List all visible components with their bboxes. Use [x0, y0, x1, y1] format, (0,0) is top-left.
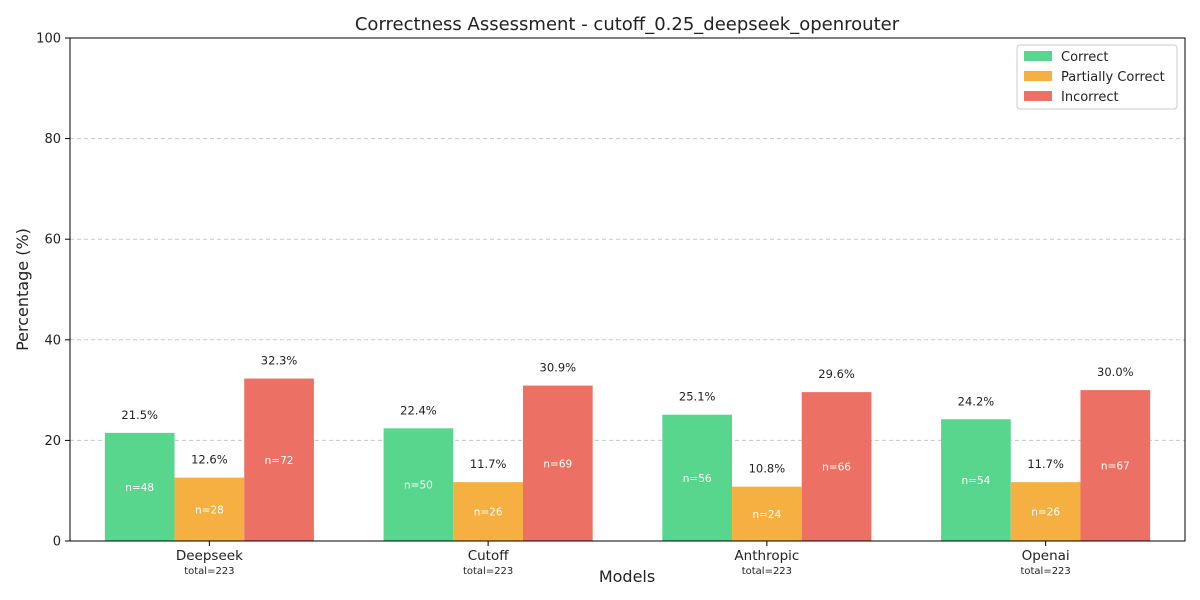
legend-swatch: [1024, 71, 1052, 81]
bar: [1080, 390, 1151, 541]
plot-frame: [69, 37, 1186, 542]
bar: [522, 385, 593, 541]
legend-box: [1016, 44, 1178, 110]
bar-value-label: 25.1%: [679, 390, 716, 404]
x-tick-label: Anthropic: [734, 548, 799, 564]
legend-label: Incorrect: [1061, 90, 1119, 105]
bar-count-label: n=72: [265, 455, 294, 467]
x-tick-label: Deepseek: [176, 548, 243, 564]
x-axis-label: Models: [599, 567, 655, 586]
bar-value-label: 30.0%: [1097, 365, 1134, 379]
bar-value-label: 21.5%: [121, 408, 158, 422]
y-tick-label: 100: [36, 32, 61, 47]
legend-label: Partially Correct: [1061, 70, 1165, 85]
bar: [801, 392, 872, 541]
x-tick-label: Cutoff: [468, 548, 510, 564]
y-tick-label: 0: [53, 535, 61, 550]
bar: [104, 432, 175, 541]
chart-title: Correctness Assessment - cutoff_0.25_dee…: [355, 14, 900, 35]
bar-count-label: n=48: [125, 482, 154, 494]
bar-count-label: n=66: [822, 462, 851, 474]
bars-layer: [104, 378, 1151, 541]
axes-layer: 0 20 40 60 80 100 Deepseek total=223 Cutoff total…: [36, 32, 1071, 578]
y-tick-label: 80: [44, 132, 61, 147]
bar: [662, 414, 733, 541]
bar-count-label: n=56: [683, 473, 712, 485]
bar: [732, 486, 802, 541]
x-tick-total: total=223: [742, 566, 792, 577]
bar-count-label: n=28: [195, 504, 224, 516]
bar-value-label: 22.4%: [400, 403, 437, 417]
x-tick-total: total=223: [184, 566, 234, 577]
bar: [941, 419, 1011, 541]
y-tick-label: 40: [44, 333, 61, 348]
y-tick-label: 20: [44, 434, 61, 449]
bar-count-label: n=50: [404, 480, 433, 492]
legend-swatch: [1024, 91, 1052, 101]
bar-value-label: 11.7%: [1027, 457, 1064, 471]
y-tick-label: 60: [44, 233, 61, 248]
y-axis-label: Percentage (%): [13, 228, 32, 351]
bar-value-label: 11.7%: [470, 457, 507, 471]
bar-count-label: n=26: [474, 507, 503, 519]
bar: [1010, 482, 1081, 541]
legend-swatch: [1024, 51, 1052, 61]
bar-value-label: 12.6%: [191, 453, 228, 467]
bar-count-label: n=54: [962, 475, 991, 487]
x-tick-total: total=223: [463, 566, 513, 577]
bar-value-label: 32.3%: [261, 354, 298, 368]
bar-value-label: 30.9%: [540, 361, 577, 375]
bar-value-label: 10.8%: [749, 462, 786, 476]
bar-count-label: n=67: [1101, 461, 1130, 473]
bar-value-label: 24.2%: [958, 394, 995, 408]
bar: [383, 428, 454, 541]
bar-count-label: n=24: [752, 509, 781, 521]
x-tick-label: Openai: [1022, 548, 1070, 564]
bar: [453, 482, 523, 541]
legend-label: Correct: [1061, 50, 1108, 65]
bar-count-label: n=26: [1031, 507, 1060, 519]
bar-value-label: 29.6%: [818, 367, 855, 381]
bar: [174, 477, 245, 541]
x-tick-total: total=223: [1020, 566, 1070, 577]
bar-count-label: n=69: [543, 458, 572, 470]
labels-layer: 21.5% n=48 12.6% n=28 32.3% n=72 22.4% n=50 11.7…: [121, 354, 1133, 521]
legend: Correct Partially Correct Incorrect: [1016, 44, 1178, 110]
bar: [244, 378, 314, 541]
